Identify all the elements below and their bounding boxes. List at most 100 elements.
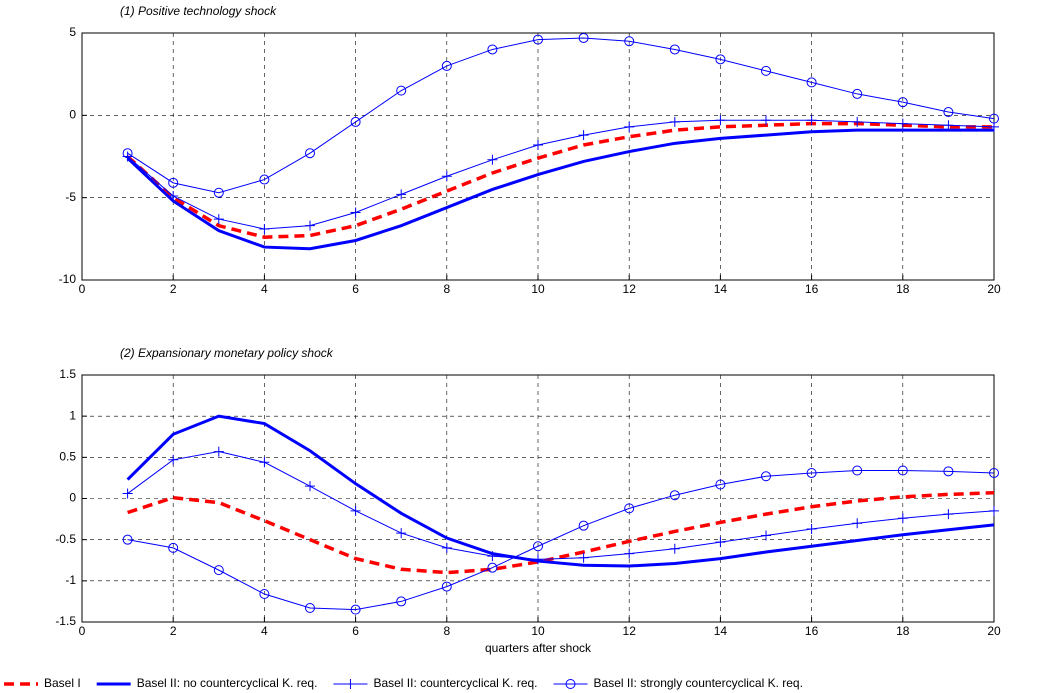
marker: [213, 214, 224, 225]
marker: [122, 488, 133, 499]
legend-label: Basel II: countercyclical K. req.: [373, 676, 537, 690]
marker: [669, 116, 680, 127]
marker: [761, 115, 771, 126]
x-tick-label: 18: [896, 282, 910, 296]
marker: [897, 118, 908, 129]
marker: [213, 565, 224, 576]
marker: [487, 551, 498, 562]
marker: [441, 171, 452, 182]
series-line: [126, 414, 995, 568]
x-tick-label: 16: [805, 282, 819, 296]
marker: [305, 603, 315, 614]
marker: [487, 562, 498, 573]
marker: [806, 77, 817, 88]
x-tick-label: 20: [987, 624, 1001, 638]
marker: [259, 589, 270, 600]
marker: [624, 548, 635, 559]
marker: [669, 44, 680, 55]
marker: [122, 534, 133, 545]
marker: [897, 97, 908, 108]
marker: [578, 520, 589, 531]
marker: [943, 107, 954, 118]
marker: [533, 554, 543, 565]
marker: [565, 679, 576, 689]
marker: [533, 34, 543, 45]
marker: [715, 537, 726, 548]
marker: [441, 581, 452, 592]
y-tick-label: -1: [65, 573, 76, 587]
x-tick-label: 0: [79, 282, 86, 296]
marker: [897, 513, 908, 524]
marker: [168, 454, 179, 465]
marker: [487, 44, 498, 55]
legend-label: Basel I: [44, 676, 81, 690]
marker: [305, 220, 315, 231]
marker: [533, 139, 543, 150]
x-tick-label: 0: [79, 624, 86, 638]
y-tick-label: 0: [69, 108, 76, 122]
marker: [350, 505, 361, 516]
x-tick-label: 6: [352, 282, 359, 296]
y-tick-label: 0.5: [59, 450, 76, 464]
y-tick-label: 1: [69, 408, 76, 422]
y-tick-label: 1.5: [59, 367, 76, 381]
x-tick-label: 18: [896, 624, 910, 638]
marker: [533, 541, 543, 552]
x-tick-label: 10: [531, 624, 545, 638]
marker: [669, 543, 680, 554]
marker: [396, 85, 407, 96]
x-tick-label: 8: [443, 282, 450, 296]
x-tick-label: 4: [261, 624, 268, 638]
series-line: [127, 37, 995, 194]
marker: [943, 120, 954, 131]
marker: [715, 54, 726, 65]
marker: [761, 471, 771, 482]
x-tick-label: 12: [623, 282, 637, 296]
marker: [806, 523, 817, 534]
marker: [943, 509, 954, 520]
marker: [852, 88, 863, 99]
marker: [715, 115, 726, 126]
marker: [350, 207, 361, 218]
x-tick-label: 14: [714, 282, 728, 296]
series-line: [127, 451, 995, 560]
marker: [305, 148, 315, 159]
marker: [989, 467, 999, 478]
chart-title: (1) Positive technology shock: [120, 4, 277, 18]
x-tick-label: 12: [623, 624, 637, 638]
y-tick-label: -10: [59, 272, 77, 286]
series-line: [127, 470, 995, 611]
y-tick-label: -5: [65, 190, 76, 204]
marker: [259, 223, 270, 234]
marker: [989, 113, 999, 124]
marker: [487, 154, 498, 165]
y-tick-label: 5: [69, 25, 76, 39]
plot-frame: [81, 374, 995, 623]
marker: [396, 528, 407, 539]
x-tick-label: 6: [352, 624, 359, 638]
marker: [989, 505, 999, 516]
marker: [761, 530, 771, 541]
x-tick-label: 14: [714, 624, 728, 638]
legend-label: Basel II: strongly countercyclical K. re…: [594, 676, 803, 690]
x-tick-label: 20: [987, 282, 1001, 296]
marker: [168, 191, 179, 202]
y-tick-label: -0.5: [55, 532, 76, 546]
series-line: [127, 490, 995, 575]
y-tick-label: -1.5: [55, 614, 76, 628]
marker: [259, 174, 270, 185]
marker: [806, 467, 817, 478]
marker: [441, 60, 452, 71]
x-axis-label: quarters after shock: [485, 641, 592, 655]
legend: Basel I Basel II: no countercyclical K. r…: [4, 676, 803, 690]
marker: [715, 479, 726, 490]
y-tick-label: 0: [69, 491, 76, 505]
marker: [168, 177, 179, 188]
marker: [943, 466, 954, 477]
plot-frame: [81, 32, 995, 281]
x-tick-label: 16: [805, 624, 819, 638]
marker: [396, 189, 407, 200]
series-line: [126, 121, 994, 239]
legend-label: Basel II: no countercyclical K. req.: [137, 676, 318, 690]
